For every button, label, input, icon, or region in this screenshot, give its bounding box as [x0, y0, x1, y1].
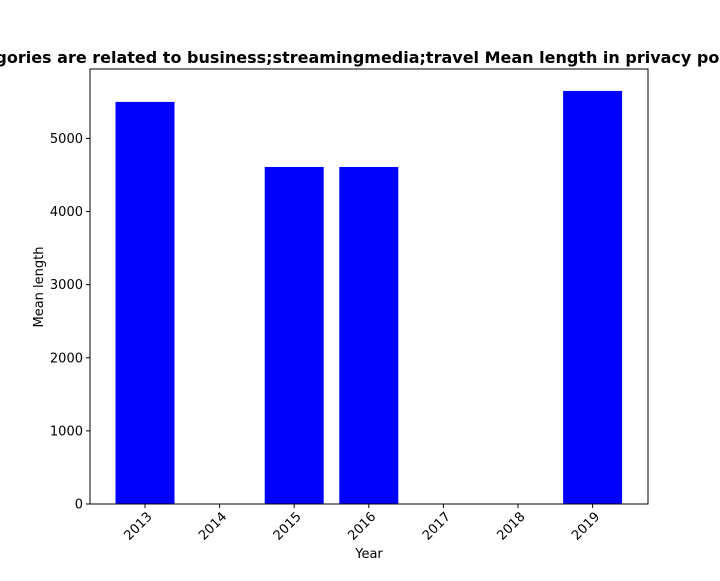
x-tick-label-2018: 2018	[495, 510, 529, 544]
y-tick-label-3000: 3000	[50, 278, 83, 293]
x-tick-label-2016: 2016	[345, 510, 379, 544]
x-tick-label-2015: 2015	[271, 510, 305, 544]
y-tick-label-0: 0	[75, 498, 83, 513]
x-tick-label-2014: 2014	[196, 510, 230, 544]
y-axis: 0 1000 2000 3000 4000 5000	[50, 132, 90, 513]
bar-2016	[339, 166, 399, 505]
plot-area	[115, 90, 623, 505]
y-tick-label-5000: 5000	[50, 132, 83, 147]
x-tick-label-2017: 2017	[420, 510, 454, 544]
x-tick-label-2019: 2019	[569, 510, 603, 544]
chart-title: Categories are related to business;strea…	[0, 48, 720, 67]
y-tick-label-1000: 1000	[50, 424, 83, 439]
bar-2013	[115, 101, 175, 504]
y-tick-label-2000: 2000	[50, 351, 83, 366]
y-tick-label-4000: 4000	[50, 205, 83, 220]
bar-2015	[264, 166, 324, 505]
x-tick-label-2013: 2013	[122, 510, 156, 544]
x-axis: 2013 2014 2015 2016 2017 2018 2019	[122, 504, 603, 544]
x-axis-label: Year	[354, 547, 383, 562]
y-axis-label: Mean length	[32, 247, 47, 328]
bar-2019	[563, 90, 623, 504]
